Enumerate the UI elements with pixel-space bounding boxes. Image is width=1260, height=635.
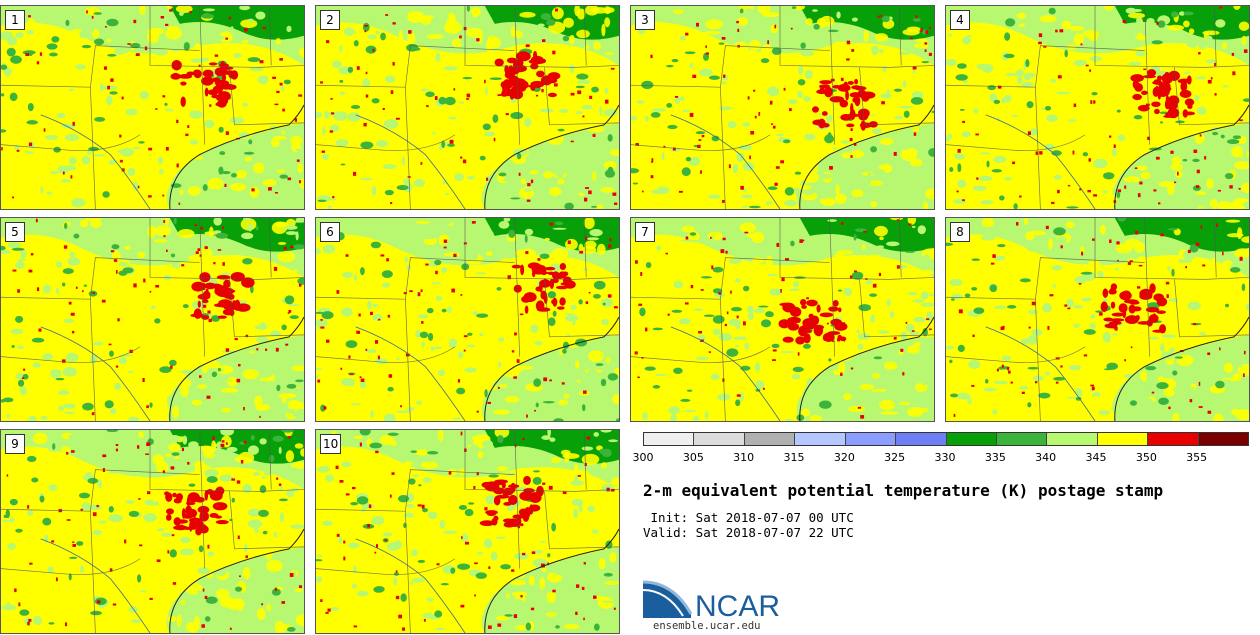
member-map	[1, 430, 304, 633]
init-time: Init: Sat 2018-07-07 00 UTC	[643, 510, 854, 525]
colorbar-tick-label: 355	[1186, 451, 1208, 464]
logo-url: ensemble.ucar.edu	[653, 620, 761, 632]
colorbar-segment	[1047, 433, 1098, 445]
colorbar-segment	[1198, 433, 1249, 445]
member-map	[316, 430, 619, 633]
colorbar-segment	[1148, 433, 1199, 445]
member-number-badge: 10	[320, 434, 342, 454]
colorbar-segment	[845, 433, 897, 445]
colorbar-segment	[996, 433, 1048, 445]
colorbar-tick-label: 340	[1035, 451, 1057, 464]
ncar-logo: NCAR	[643, 580, 780, 620]
member-map	[946, 218, 1249, 421]
colorbar-segment	[644, 433, 695, 445]
member-number-badge: 7	[635, 222, 655, 242]
member-panel: 5	[0, 217, 305, 422]
colorbar-tick-label: 315	[783, 451, 805, 464]
member-number-badge: 1	[5, 10, 25, 30]
member-number-badge: 2	[320, 10, 340, 30]
colorbar-segment	[1097, 433, 1149, 445]
valid-time: Valid: Sat 2018-07-07 22 UTC	[643, 525, 854, 540]
member-number-badge: 8	[950, 222, 970, 242]
colorbar-tick-label: 305	[682, 451, 704, 464]
member-map	[631, 6, 934, 209]
member-panel: 10	[315, 429, 620, 634]
member-panel: 4	[945, 5, 1250, 210]
colorbar-segment	[744, 433, 796, 445]
figure-title: 2-m equivalent potential temperature (K)…	[643, 481, 1164, 500]
member-panel: 6	[315, 217, 620, 422]
colorbar-ticks: 300 305 310 315 320 325 330 335 340 345 350 355	[633, 451, 1247, 465]
member-map	[316, 6, 619, 209]
member-map	[946, 6, 1249, 209]
member-panel: 2	[315, 5, 620, 210]
member-number-badge: 9	[5, 434, 25, 454]
member-number-badge: 4	[950, 10, 970, 30]
member-number-badge: 5	[5, 222, 25, 242]
colorbar-tick-label: 320	[833, 451, 855, 464]
member-number-badge: 3	[635, 10, 655, 30]
colorbar-tick-label: 310	[733, 451, 755, 464]
colorbar-segment	[946, 433, 997, 445]
colorbar-tick-label: 350	[1135, 451, 1157, 464]
member-map	[316, 218, 619, 421]
colorbar-tick-label: 300	[632, 451, 654, 464]
colorbar-tick-label: 325	[884, 451, 906, 464]
member-panel: 7	[630, 217, 935, 422]
colorbar-segment	[795, 433, 846, 445]
member-map	[631, 218, 934, 421]
colorbar-tick-label: 335	[984, 451, 1006, 464]
member-number-badge: 6	[320, 222, 340, 242]
member-panel: 8	[945, 217, 1250, 422]
colorbar-tick-label: 345	[1085, 451, 1107, 464]
colorbar	[643, 432, 1249, 446]
member-map	[1, 218, 304, 421]
colorbar-tick-label: 330	[934, 451, 956, 464]
colorbar-segment	[694, 433, 745, 445]
member-panel: 3	[630, 5, 935, 210]
member-panel: 9	[0, 429, 305, 634]
member-panel: 1	[0, 5, 305, 210]
svg-text:NCAR: NCAR	[695, 590, 780, 620]
member-map	[1, 6, 304, 209]
colorbar-segment	[896, 433, 947, 445]
